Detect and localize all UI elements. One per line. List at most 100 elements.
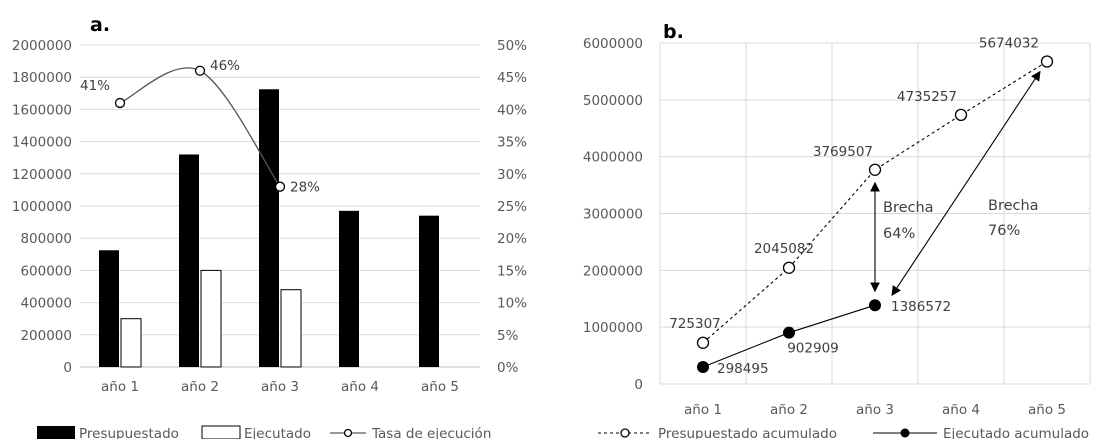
y-tick-label: 0 <box>634 377 643 393</box>
annotation-brecha-64-value: 64% <box>883 226 915 242</box>
legend-swatch-ejecutado <box>201 425 241 439</box>
y2-tick-label: 45% <box>497 70 527 86</box>
x-tick-label: año 2 <box>181 379 219 395</box>
point-presupuestado-acumulado <box>1040 55 1054 68</box>
y2-tick-label: 30% <box>497 167 527 183</box>
bar-ejecutado <box>120 318 142 368</box>
y-tick-label: 3000000 <box>583 207 643 223</box>
rate-data-label: 41% <box>80 78 110 94</box>
data-label-ejecutado-acumulado: 902909 <box>787 341 839 357</box>
legend-label-presupuestado-acumulado: Presupuestado acumulado <box>658 426 837 439</box>
chart-b-y-axis: 0 1000000 2000000 3000000 4000000 5000000 6000… <box>583 36 643 393</box>
chart-a-right-axis: 0% 5% 10% 15% 20% 25% 30% 35% 40% 45% 50% <box>497 38 527 376</box>
x-tick-label: año 4 <box>942 402 980 418</box>
y2-tick-label: 20% <box>497 231 527 247</box>
data-label-presupuestado-acumulado: 5674032 <box>979 36 1039 52</box>
y2-tick-label: 15% <box>497 263 527 279</box>
rate-data-label: 46% <box>210 58 240 74</box>
y2-tick-label: 35% <box>497 135 527 151</box>
data-label-presupuestado-acumulado: 725307 <box>669 316 721 332</box>
x-tick-label: año 3 <box>261 379 299 395</box>
point-presupuestado-acumulado <box>782 261 796 274</box>
legend-label-tasa: Tasa de ejecución <box>371 426 491 439</box>
x-tick-label: año 2 <box>770 402 808 418</box>
bar-presupuestado <box>419 215 439 367</box>
y-tick-label: 0 <box>63 360 72 376</box>
legend-label-presupuestado: Presupuestado <box>79 426 179 439</box>
point-ejecutado-acumulado <box>783 326 795 339</box>
y-tick-label: 1400000 <box>12 135 72 151</box>
y-tick-label: 1600000 <box>12 102 72 118</box>
rate-point <box>274 181 286 192</box>
legend-label-ejecutado: Ejecutado <box>244 426 311 439</box>
y-tick-label: 600000 <box>20 263 72 279</box>
rate-line <box>119 67 281 188</box>
chart-b-x-axis: año 1 año 2 año 3 año 4 año 5 <box>684 402 1066 418</box>
y2-tick-label: 25% <box>497 199 527 215</box>
y2-tick-label: 0% <box>497 360 519 376</box>
y-tick-label: 1000000 <box>583 320 643 336</box>
chart-a-gridlines <box>80 44 480 368</box>
y-tick-label: 4000000 <box>583 150 643 166</box>
x-tick-label: año 5 <box>1028 402 1066 418</box>
y-tick-label: 1200000 <box>12 167 72 183</box>
y-tick-label: 400000 <box>20 296 72 312</box>
y-tick-label: 200000 <box>20 328 72 344</box>
x-tick-label: año 3 <box>856 402 894 418</box>
legend-label-ejecutado-acumulado: Ejecutado acumulado <box>943 426 1089 439</box>
chart-b-legend: Presupuestado acumulado Ejecutado acumul… <box>598 426 1089 439</box>
bar-presupuestado <box>259 89 279 368</box>
gap-arrow-year5 <box>891 70 1041 297</box>
legend-swatch-presupuestado <box>37 426 75 439</box>
bar-presupuestado <box>99 250 119 367</box>
chart-b: 0 1000000 2000000 3000000 4000000 5000000 6000… <box>583 21 1091 439</box>
y-tick-label: 1800000 <box>12 70 72 86</box>
y-tick-label: 800000 <box>20 231 72 247</box>
bar-presupuestado <box>339 210 359 367</box>
data-label-ejecutado-acumulado: 1386572 <box>891 299 951 315</box>
legend-marker-tasa <box>343 428 353 438</box>
y-tick-label: 2000000 <box>583 263 643 279</box>
annotation-brecha-76-title: Brecha <box>988 198 1039 214</box>
chart-b-panel-label: b. <box>663 21 684 43</box>
bar-presupuestado <box>179 154 199 367</box>
annotation-brecha-76-value: 76% <box>988 223 1020 239</box>
point-ejecutado-acumulado <box>869 299 881 312</box>
data-label-presupuestado-acumulado: 2045082 <box>754 241 814 257</box>
annotation-brecha-64-title: Brecha <box>883 200 934 216</box>
chart-a-panel-label: a. <box>90 14 110 36</box>
y-tick-label: 6000000 <box>583 36 643 52</box>
chart-a-bars <box>99 89 439 368</box>
point-presupuestado-acumulado <box>868 163 882 176</box>
data-label-presupuestado-acumulado: 3769507 <box>813 144 873 160</box>
y2-tick-label: 50% <box>497 38 527 54</box>
chart-a-legend: Presupuestado Ejecutado Tasa de ejecució… <box>37 425 491 439</box>
bar-ejecutado <box>200 269 222 368</box>
chart-a-left-axis: 0 200000 400000 600000 800000 1000000 1200000 1… <box>12 38 72 376</box>
x-tick-label: año 1 <box>684 402 722 418</box>
rate-point <box>114 97 126 109</box>
x-tick-label: año 1 <box>101 379 139 395</box>
data-label-presupuestado-acumulado: 4735257 <box>897 89 957 105</box>
chart-a-x-axis: año 1 año 2 año 3 año 4 año 5 <box>101 379 459 395</box>
point-ejecutado-acumulado <box>697 361 709 374</box>
chart-b-gridlines <box>659 42 1091 385</box>
point-presupuestado-acumulado <box>954 108 968 122</box>
y2-tick-label: 40% <box>497 102 527 118</box>
chart-b-annotations: Brecha 64% Brecha 76% <box>870 70 1041 297</box>
chart-a-rate-line: 41% 46% 28% <box>80 58 320 196</box>
legend-marker-presupuestado-acumulado <box>620 428 630 438</box>
data-label-ejecutado-acumulado: 298495 <box>717 361 769 377</box>
y-tick-label: 1000000 <box>12 199 72 215</box>
x-tick-label: año 5 <box>421 379 459 395</box>
y2-tick-label: 10% <box>497 296 527 312</box>
chart-a: 0 200000 400000 600000 800000 1000000 1200000 1… <box>12 14 527 439</box>
point-presupuestado-acumulado <box>696 336 710 349</box>
x-tick-label: año 4 <box>341 379 379 395</box>
y2-tick-label: 5% <box>497 328 519 344</box>
y-tick-label: 2000000 <box>12 38 72 54</box>
rate-data-label: 28% <box>290 180 320 196</box>
bar-ejecutado <box>280 289 302 368</box>
legend-marker-ejecutado-acumulado <box>900 428 910 438</box>
